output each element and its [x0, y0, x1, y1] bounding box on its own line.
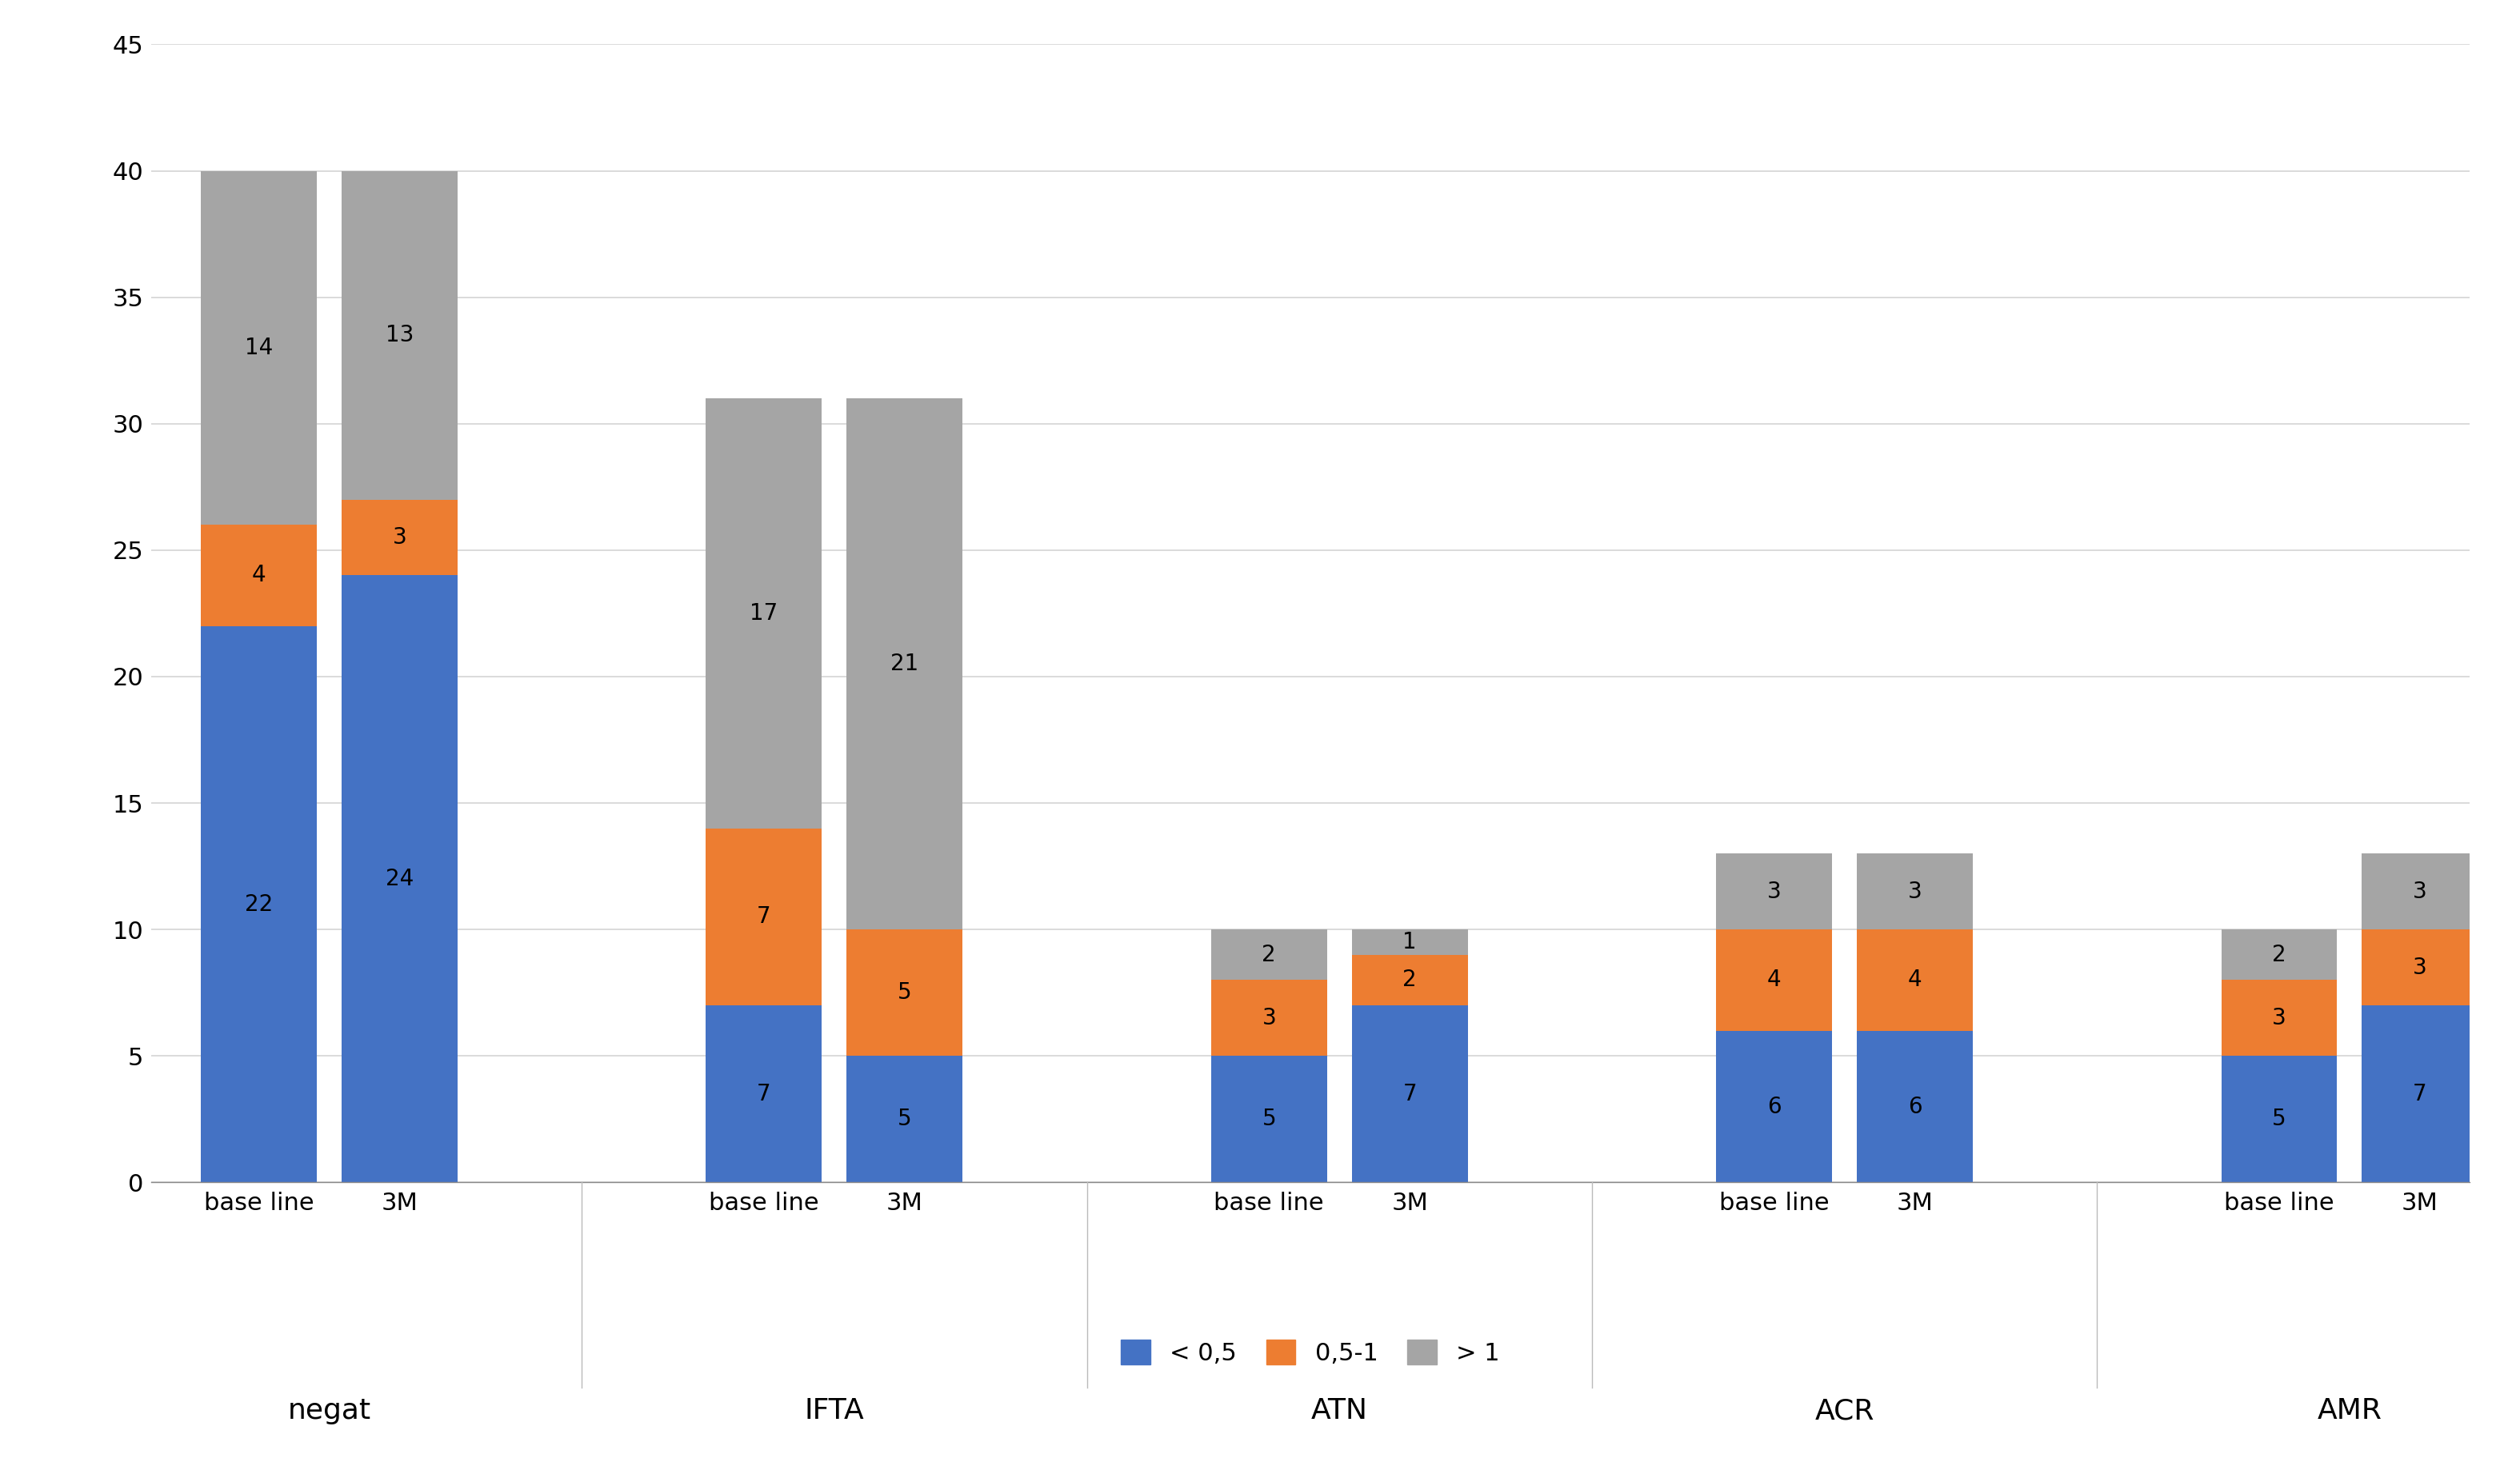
Text: 7: 7: [1404, 1083, 1416, 1106]
Text: 21: 21: [890, 653, 920, 675]
Bar: [1857, 854, 1973, 930]
Text: 22: 22: [244, 893, 272, 915]
Text: 2: 2: [1263, 943, 1275, 967]
Text: 3: 3: [2273, 1007, 2286, 1029]
Bar: [1351, 1005, 1467, 1182]
Bar: [1212, 980, 1328, 1055]
Bar: [2220, 980, 2336, 1055]
Text: 5: 5: [897, 981, 912, 1004]
Bar: [847, 399, 963, 930]
Bar: [1212, 930, 1328, 980]
Bar: [706, 1005, 822, 1182]
Text: AMR: AMR: [2318, 1397, 2381, 1425]
Bar: [1857, 930, 1973, 1030]
Text: IFTA: IFTA: [804, 1397, 864, 1425]
Text: 6: 6: [1767, 1095, 1782, 1117]
Text: 3: 3: [2412, 956, 2427, 978]
Text: 24: 24: [386, 868, 413, 890]
Bar: [1351, 955, 1467, 1005]
Text: 5: 5: [2273, 1108, 2286, 1131]
Text: 14: 14: [244, 337, 272, 359]
Text: 5: 5: [897, 1108, 912, 1131]
Bar: [706, 399, 822, 828]
Text: 4: 4: [252, 565, 267, 587]
Legend: < 0,5, 0,5-1, > 1: < 0,5, 0,5-1, > 1: [1111, 1330, 1509, 1375]
Bar: [2361, 854, 2477, 930]
Bar: [202, 525, 318, 627]
Bar: [1716, 854, 1832, 930]
Bar: [1857, 1030, 1973, 1182]
Text: 17: 17: [751, 602, 779, 625]
Text: 4: 4: [1908, 970, 1923, 992]
Text: 7: 7: [756, 906, 771, 928]
Text: 7: 7: [2412, 1083, 2427, 1106]
Bar: [343, 575, 459, 1182]
Text: 2: 2: [1404, 970, 1416, 992]
Text: ACR: ACR: [1814, 1397, 1875, 1425]
Bar: [343, 171, 459, 500]
Bar: [1351, 930, 1467, 955]
Text: 13: 13: [386, 324, 413, 346]
Text: 3: 3: [2412, 881, 2427, 903]
Bar: [343, 500, 459, 575]
Text: 3: 3: [1263, 1007, 1275, 1029]
Text: 4: 4: [1767, 970, 1782, 992]
Bar: [202, 171, 318, 525]
Bar: [706, 828, 822, 1005]
Bar: [1716, 930, 1832, 1030]
Bar: [2220, 1055, 2336, 1182]
Text: 5: 5: [1263, 1108, 1275, 1131]
Text: ATN: ATN: [1310, 1397, 1368, 1425]
Text: 7: 7: [756, 1083, 771, 1106]
Text: 3: 3: [393, 526, 406, 548]
Text: 1: 1: [1404, 931, 1416, 953]
Bar: [847, 930, 963, 1055]
Text: 6: 6: [1908, 1095, 1923, 1117]
Bar: [202, 627, 318, 1182]
Bar: [847, 1055, 963, 1182]
Bar: [1716, 1030, 1832, 1182]
Text: 2: 2: [2273, 943, 2286, 967]
Text: negat: negat: [287, 1397, 370, 1425]
Text: 3: 3: [1908, 881, 1923, 903]
Bar: [2220, 930, 2336, 980]
Bar: [2361, 1005, 2477, 1182]
Text: 3: 3: [1767, 881, 1782, 903]
Bar: [2361, 930, 2477, 1005]
Bar: [1212, 1055, 1328, 1182]
